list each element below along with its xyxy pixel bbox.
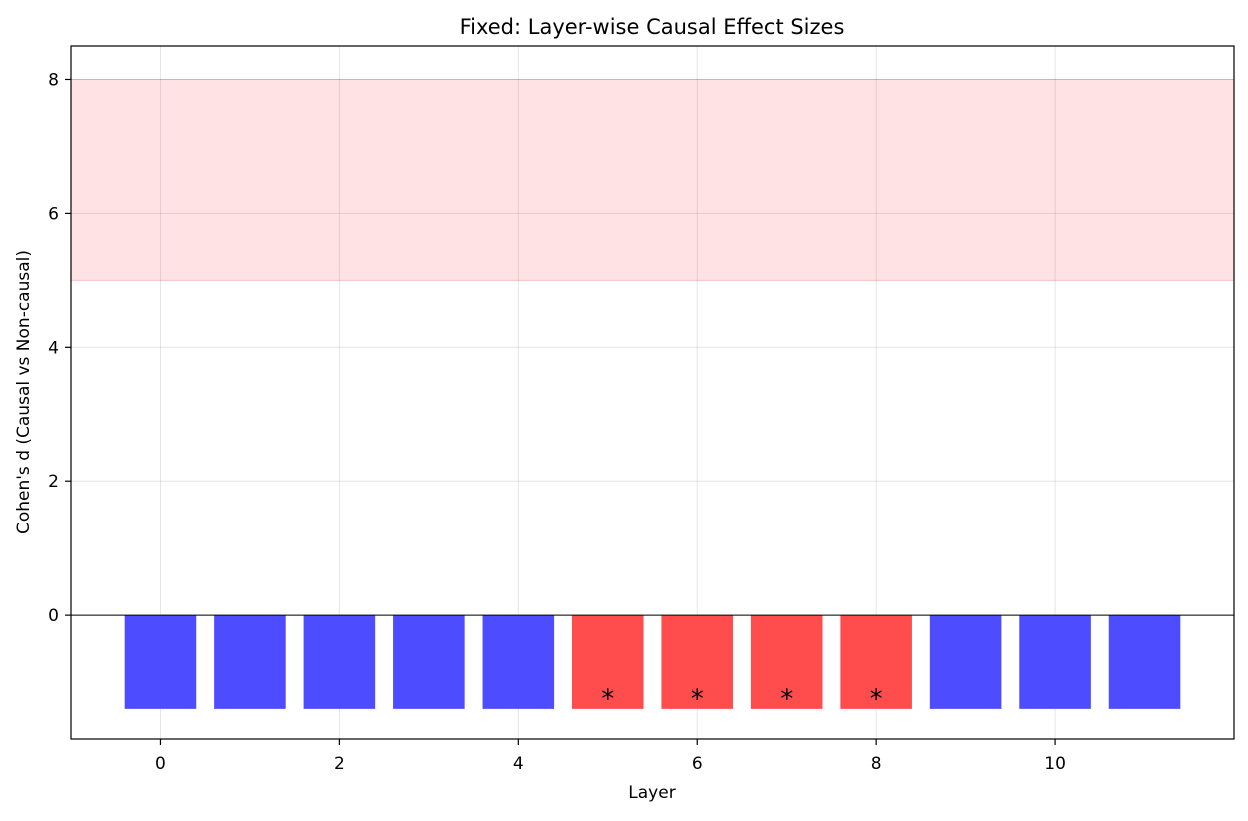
x-tick-label: 8: [871, 754, 882, 774]
bar: [393, 615, 465, 709]
y-tick-label: 0: [48, 606, 59, 626]
x-tick-label: 10: [1044, 754, 1066, 774]
bar: [1108, 615, 1181, 709]
bar: [214, 615, 286, 709]
x-tick-label: 0: [155, 754, 166, 774]
bar: [840, 615, 912, 709]
x-tick-label: 6: [692, 754, 703, 774]
significance-marker: *: [601, 684, 614, 714]
bar: [929, 615, 1002, 709]
y-tick-label: 6: [48, 204, 59, 224]
y-tick-label: 8: [48, 70, 59, 90]
x-tick-label: 4: [513, 754, 524, 774]
shaded-band: [70, 78, 1235, 281]
bar: [1019, 615, 1091, 709]
plot-area: * * * * 0 2 4 6 8 10 0 2 4 6 8: [48, 45, 1235, 774]
y-axis-label: Cohen's d (Causal vs Non-causal): [14, 250, 34, 534]
significance-marker: *: [780, 684, 793, 714]
significance-marker: *: [691, 684, 704, 714]
bar: [303, 615, 376, 709]
y-tick-label: 4: [48, 338, 59, 358]
y-tick-label: 2: [48, 472, 59, 492]
bar: [661, 615, 734, 709]
significance-marker: *: [870, 684, 883, 714]
x-axis-label: Layer: [628, 783, 675, 803]
bar: [571, 615, 644, 709]
bar: [750, 615, 823, 709]
plot-frame: [70, 45, 1235, 740]
x-tick-label: 2: [334, 754, 345, 774]
chart-title: Fixed: Layer-wise Causal Effect Sizes: [460, 15, 845, 39]
bar: [482, 615, 555, 709]
bar: [124, 615, 197, 709]
